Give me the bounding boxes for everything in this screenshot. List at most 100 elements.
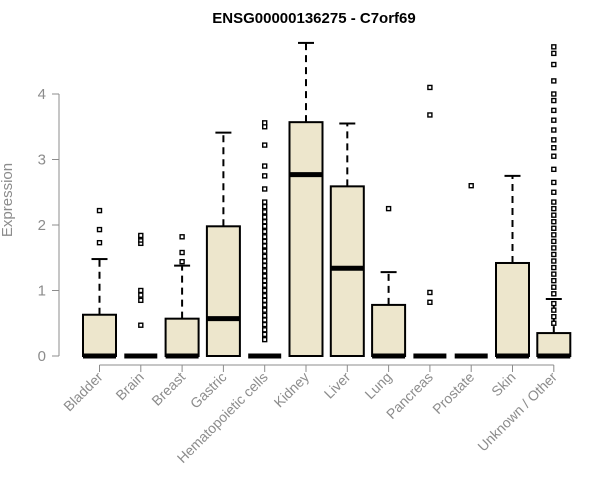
outlier-point	[262, 142, 268, 148]
x-tick-label: Bladder	[60, 369, 106, 415]
outlier-point	[262, 282, 268, 288]
box-iqr	[536, 332, 572, 358]
outlier-point	[262, 293, 268, 299]
outlier-point	[262, 209, 268, 215]
outlier-point	[551, 205, 557, 212]
outlier-point	[551, 97, 557, 104]
outlier-point	[551, 307, 557, 313]
outlier-point	[179, 258, 185, 265]
outlier-point	[138, 297, 144, 304]
box-10	[454, 182, 488, 359]
outlier-point	[262, 287, 268, 294]
outlier-point	[262, 297, 268, 304]
outlier-point	[468, 182, 474, 189]
outlier-point	[551, 320, 557, 326]
x-tick-label: Brain	[112, 369, 146, 403]
box-iqr	[205, 225, 241, 357]
outlier-point	[385, 205, 392, 212]
outlier-point	[138, 322, 144, 328]
box-1	[82, 207, 117, 359]
outlier-point	[551, 145, 557, 151]
outlier-point	[138, 232, 144, 239]
outlier-point	[551, 137, 557, 143]
outlier-point	[551, 107, 557, 114]
outlier-point	[262, 248, 268, 254]
outlier-point	[262, 277, 268, 284]
box-iqr	[288, 121, 324, 358]
outlier-point	[262, 219, 268, 225]
box-2	[124, 232, 158, 359]
outlier-point	[427, 289, 433, 296]
x-tick-label: Lung	[361, 369, 394, 402]
x-tick-label: Liver	[321, 369, 354, 402]
outlier-point	[179, 234, 185, 240]
outlier-point	[551, 78, 557, 84]
outlier-point	[427, 112, 433, 118]
outlier-point	[96, 207, 103, 214]
outlier-point	[262, 312, 268, 319]
outlier-point	[551, 264, 557, 271]
outlier-point	[262, 120, 268, 126]
outlier-point	[427, 299, 433, 305]
y-tick-label: 2	[38, 217, 46, 234]
outlier-point	[551, 91, 557, 97]
outlier-point	[551, 199, 557, 205]
y-axis-label: Expression	[0, 163, 16, 237]
y-tick-label: 4	[38, 86, 46, 103]
box-iqr	[371, 303, 407, 358]
outlier-point	[551, 61, 557, 68]
outlier-point	[262, 327, 268, 333]
box-11	[495, 174, 530, 359]
outlier-point	[262, 273, 268, 279]
outlier-point	[262, 302, 268, 308]
x-tick-label: Kidney	[271, 369, 313, 411]
box-4	[205, 131, 241, 357]
outlier-point	[262, 238, 268, 245]
outlier-point	[551, 300, 557, 307]
outlier-point	[551, 284, 557, 290]
outlier-point	[551, 153, 557, 159]
box-iqr	[82, 313, 117, 357]
outlier-point	[262, 262, 268, 269]
outlier-point	[551, 238, 557, 245]
outlier-point	[179, 249, 185, 256]
outlier-point	[551, 258, 557, 264]
box-12	[536, 44, 572, 359]
outlier-point	[262, 307, 268, 313]
outlier-point	[262, 243, 268, 249]
outlier-point	[551, 277, 557, 284]
outlier-point	[551, 189, 557, 195]
outlier-point	[551, 127, 557, 133]
outlier-point	[262, 173, 268, 179]
outlier-point	[262, 336, 268, 343]
outlier-point	[262, 321, 268, 328]
outlier-point	[262, 234, 268, 240]
outlier-point	[138, 287, 144, 294]
outlier-point	[262, 163, 268, 169]
chart-title: ENSG00000136275 - C7orf69	[212, 10, 415, 27]
box-8	[371, 205, 407, 359]
outlier-point	[427, 84, 433, 91]
outlier-point	[551, 291, 557, 297]
outlier-point	[551, 314, 557, 320]
outlier-point	[262, 253, 268, 260]
outlier-point	[262, 214, 268, 220]
outlier-point	[262, 223, 268, 230]
x-tick-label: Breast	[148, 369, 188, 409]
box-9	[413, 84, 447, 359]
y-tick-label: 3	[38, 152, 46, 169]
outlier-point	[262, 258, 268, 264]
outlier-point	[138, 292, 144, 298]
outlier-point	[551, 166, 557, 173]
y-axis: 0 1 2 3 4	[38, 86, 60, 365]
outlier-point	[262, 317, 268, 323]
outlier-point	[551, 117, 557, 123]
box-series	[82, 41, 572, 359]
box-5	[248, 120, 282, 359]
outlier-point	[551, 50, 557, 57]
outlier-point	[551, 44, 557, 50]
box-7	[329, 122, 365, 357]
outlier-point	[551, 179, 557, 186]
outlier-point	[262, 186, 268, 192]
